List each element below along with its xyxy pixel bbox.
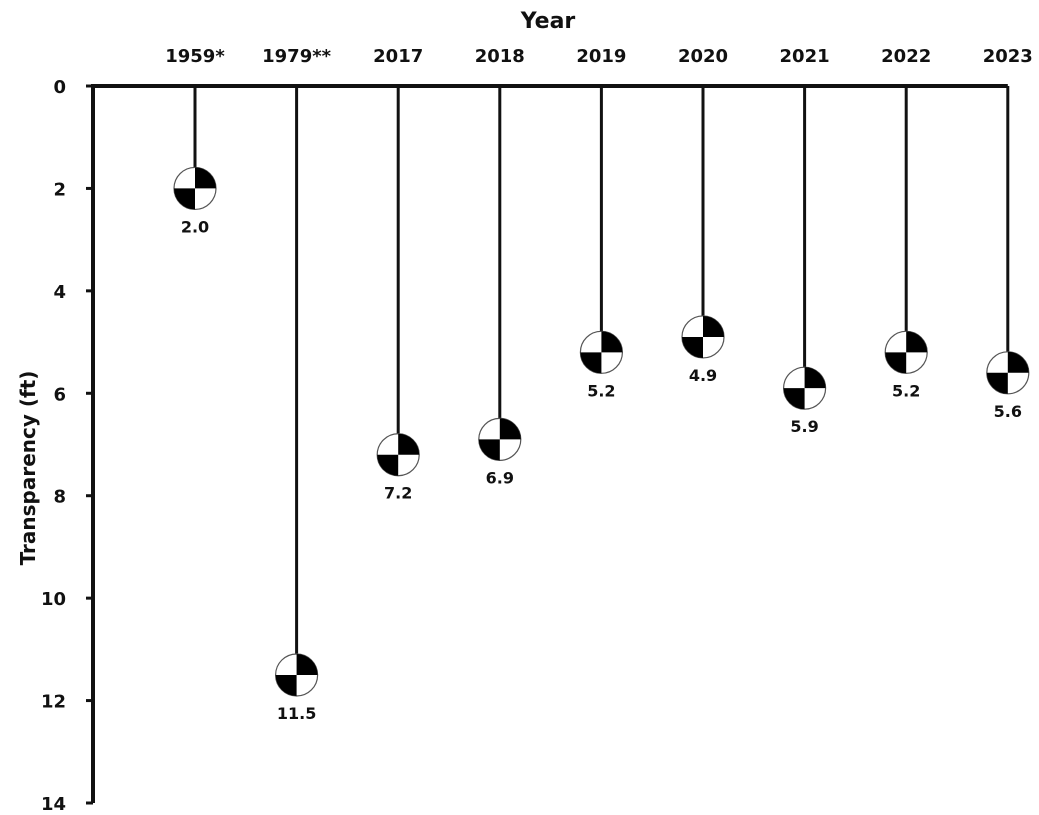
y-tick-label: 14 xyxy=(41,794,66,815)
data-labels: 2.0 11.5 7.2 6.9 5.2 4.9 5.9 5.2 5.6 xyxy=(181,217,1022,723)
secchi-disk-marker xyxy=(681,315,725,359)
data-label: 11.5 xyxy=(277,704,316,723)
x-tick-label: 2023 xyxy=(983,46,1033,67)
marker-quadrant xyxy=(703,315,724,337)
secchi-disk-marker xyxy=(275,653,319,697)
data-label: 5.9 xyxy=(790,417,818,436)
secchi-markers xyxy=(173,166,1030,697)
secchi-disk-marker xyxy=(986,351,1030,395)
y-tick-label: 12 xyxy=(41,692,66,713)
secchi-disk-marker xyxy=(173,166,217,211)
y-axis-title: Transparency (ft) xyxy=(16,371,40,566)
x-tick-label: 2017 xyxy=(373,46,423,67)
marker-quadrant xyxy=(682,336,703,358)
secchi-disk-marker xyxy=(579,330,624,374)
marker-quadrant xyxy=(174,188,195,210)
x-tick-labels: 1959* 1979** 2017 2018 2019 2020 2021 2022 2023 xyxy=(165,46,1033,67)
secchi-disk-marker xyxy=(478,417,522,461)
marker-quadrant xyxy=(885,352,907,374)
y-tick-label: 6 xyxy=(53,384,66,405)
marker-quadrant xyxy=(783,388,805,410)
data-label: 4.9 xyxy=(689,366,717,385)
secchi-disk-marker xyxy=(884,330,928,374)
data-label: 5.2 xyxy=(892,381,920,400)
marker-quadrant xyxy=(499,418,521,440)
marker-quadrant xyxy=(804,367,826,389)
x-tick-label: 2020 xyxy=(678,46,728,67)
data-label: 5.6 xyxy=(994,402,1022,421)
x-tick-label: 1959* xyxy=(165,46,225,67)
x-tick-label: 2021 xyxy=(780,46,830,67)
secchi-disk-marker xyxy=(376,433,420,477)
marker-quadrant xyxy=(398,433,420,455)
marker-quadrant xyxy=(601,331,623,353)
data-label: 2.0 xyxy=(181,217,209,236)
marker-quadrant xyxy=(195,167,216,189)
marker-quadrant xyxy=(478,439,500,461)
data-label: 5.2 xyxy=(587,381,615,400)
marker-quadrant xyxy=(377,454,399,476)
marker-quadrant xyxy=(906,331,928,353)
y-tick-label: 8 xyxy=(53,487,66,508)
marker-quadrant xyxy=(275,674,297,696)
y-tick-label: 4 xyxy=(53,282,66,303)
marker-quadrant xyxy=(986,372,1008,394)
axes xyxy=(91,84,1008,803)
marker-quadrant xyxy=(296,653,318,675)
x-tick-label: 2022 xyxy=(881,46,931,67)
y-tick-label: 0 xyxy=(53,77,66,98)
marker-quadrant xyxy=(580,352,602,374)
x-tick-label: 1979** xyxy=(262,46,332,67)
x-tick-label: 2018 xyxy=(475,46,525,67)
marker-stems xyxy=(193,86,1010,675)
x-tick-label: 2019 xyxy=(576,46,626,67)
y-tick-labels: 0 2 4 6 8 10 12 14 xyxy=(41,77,93,815)
secchi-disk-marker xyxy=(782,366,827,410)
y-tick-label: 2 xyxy=(53,179,66,200)
data-label: 6.9 xyxy=(486,468,514,487)
data-label: 7.2 xyxy=(384,484,412,503)
x-axis-title: Year xyxy=(520,9,576,34)
y-tick-label: 10 xyxy=(41,589,66,610)
marker-quadrant xyxy=(1007,351,1029,373)
